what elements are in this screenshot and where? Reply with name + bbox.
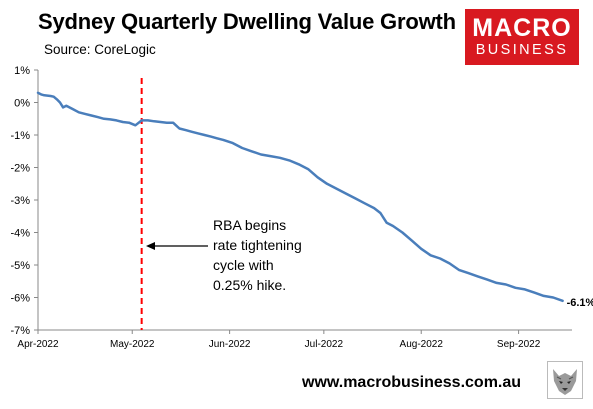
x-tick-label: Jul-2022 <box>305 339 344 350</box>
chart-source: Source: CoreLogic <box>44 42 156 57</box>
x-axis-ticks: Apr-2022 May-2022 Jun-2022 Jul-2022 Aug-2022… <box>17 330 541 350</box>
x-tick-label: Apr-2022 <box>17 339 59 350</box>
macrobusiness-logo: MACRO BUSINESS <box>465 9 579 65</box>
y-tick-label: -6% <box>10 293 30 305</box>
chart-axes <box>37 70 572 331</box>
chart-marks: -6.1% RBA begins rate tightening cycle with… <box>36 78 593 330</box>
y-tick-label: -4% <box>10 228 30 240</box>
annotation-text-line: RBA begins <box>213 217 286 233</box>
logo-line-2: BUSINESS <box>475 42 569 58</box>
dwelling-growth-line <box>36 91 564 303</box>
x-tick-label: Sep-2022 <box>497 339 541 350</box>
y-tick-label: -7% <box>10 325 30 337</box>
y-tick-label: -2% <box>10 163 30 175</box>
annotation-text-line: rate tightening <box>213 237 302 253</box>
y-axis-ticks: 1% 0% -1% -2% -3% -4% -5% -6% -7% <box>10 65 38 337</box>
y-tick-label: -1% <box>10 130 30 142</box>
annotation-arrow-head <box>146 242 155 250</box>
logo-line-1: MACRO <box>472 14 572 42</box>
y-tick-label: 1% <box>14 65 30 77</box>
chart-title: Sydney Quarterly Dwelling Value Growth <box>38 9 456 34</box>
line-chart: 1% 0% -1% -2% -3% -4% -5% -6% -7% Apr-2022 May-20… <box>10 65 593 350</box>
x-tick-label: May-2022 <box>110 339 155 350</box>
annotation-text-line: cycle with <box>213 257 274 273</box>
y-tick-label: -3% <box>10 195 30 207</box>
end-value-label: -6.1% <box>567 297 593 309</box>
footer-url: www.macrobusiness.com.au <box>302 374 522 391</box>
x-tick-label: Aug-2022 <box>400 339 444 350</box>
wolf-mascot-icon <box>547 361 583 399</box>
rba-annotation: RBA begins rate tightening cycle with 0.25%… <box>146 217 302 293</box>
y-tick-label: 0% <box>14 98 30 110</box>
annotation-text-line: 0.25% hike. <box>213 277 286 293</box>
y-tick-label: -5% <box>10 260 30 272</box>
x-tick-label: Jun-2022 <box>209 339 251 350</box>
